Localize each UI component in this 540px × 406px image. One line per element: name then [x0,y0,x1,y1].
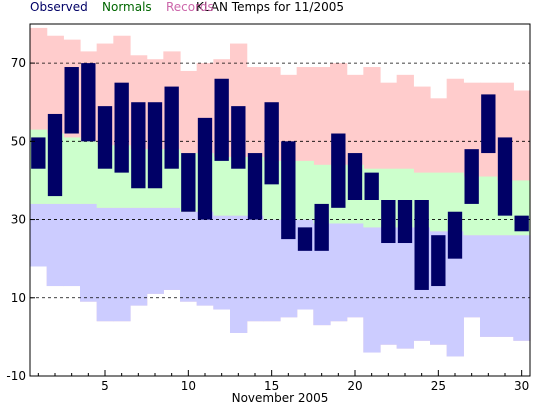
observed-bar-day-21 [364,172,379,200]
y-tick-label-30: 30 [11,213,26,227]
below-normal-day-6 [113,207,131,322]
observed-bar-day-24 [414,200,429,290]
axis-ticks: 5 10 15 20 25 30 -10 10 30 50 70 [6,56,529,393]
legend-observed: Observed [30,0,88,14]
observed-bar-day-29 [497,137,513,216]
observed-bar-day-10 [181,153,196,212]
below-normal-day-13 [230,215,248,333]
y-tick-label-50: 50 [11,134,26,148]
observed-bar-day-14 [247,153,263,220]
x-tick-label-30: 30 [514,379,529,393]
observed-bar-day-23 [397,200,413,244]
observed-bar-day-7 [131,102,146,189]
observed-bar-day-26 [447,211,463,259]
below-normal-day-16 [280,219,298,318]
observed-bar-day-27 [464,149,479,204]
observed-bar-day-2 [47,113,63,197]
y-tick-label-10: 10 [11,291,26,305]
observed-bar-day-1 [31,137,46,169]
observed-bar-day-15 [264,102,279,185]
x-tick-label-15: 15 [264,379,279,393]
below-normal-day-28 [480,235,498,337]
observed-bar-day-16 [281,141,296,240]
observed-bar-day-5 [97,106,113,169]
below-normal-day-8 [146,207,164,294]
normals-day-3 [63,137,81,204]
below-normal-day-7 [130,207,148,306]
x-tick-label-5: 5 [101,379,109,393]
below-normal-day-23 [396,227,414,349]
observed-bar-day-6 [114,82,129,173]
below-normal-day-4 [80,203,98,302]
observed-bar-day-8 [147,102,163,189]
observed-bar-day-12 [214,78,229,161]
below-normal-day-26 [446,231,464,357]
gridlines [30,62,530,299]
below-normal-day-12 [213,215,231,310]
below-normal-day-20 [346,223,364,318]
observed-bar-day-18 [314,203,329,251]
chart-title: KLAN Temps for 11/2005 [195,0,345,14]
normals-day-17 [296,160,314,220]
below-normal-day-22 [380,227,398,345]
observed-bars [31,63,529,290]
below-normal-day-27 [463,235,481,318]
observed-bar-day-13 [231,106,246,169]
below-normal-day-29 [496,235,514,337]
x-tick-label-10: 10 [181,379,196,393]
below-normal-day-21 [363,227,381,353]
observed-bar-day-25 [431,235,446,287]
observed-bar-day-4 [81,63,96,142]
normals-day-28 [480,176,498,236]
normals-day-13 [230,156,248,216]
below-normal-day-1 [30,203,48,267]
plot-frame [29,23,531,377]
below-normal-day-15 [263,219,281,322]
below-normal-day-5 [96,207,114,322]
below-normal-day-9 [163,207,181,290]
normals-day-12 [213,156,231,216]
observed-bar-day-19 [331,133,346,208]
observed-bar-day-28 [481,94,496,154]
below-normal-day-2 [46,203,64,287]
observed-bar-day-17 [297,227,313,251]
below-normal-day-30 [513,235,531,341]
observed-bar-day-20 [347,153,363,200]
below-normal-day-14 [246,215,264,322]
x-tick-label-25: 25 [431,379,446,393]
y-tick-label--10: -10 [6,369,26,383]
observed-bar-day-3 [64,67,79,134]
below-normal-day-10 [180,211,198,302]
observed-bar-day-9 [164,86,179,169]
observed-bar-day-30 [514,215,529,232]
normals-day-4 [80,141,98,204]
normals-day-25 [430,172,448,232]
below-normal-day-11 [196,211,214,306]
y-tick-label-70: 70 [11,56,26,70]
below-normal-day-19 [330,223,348,322]
observed-bar-day-11 [197,117,213,220]
x-tick-label-20: 20 [347,379,362,393]
legend-normals: Normals [102,0,152,14]
observed-bar-day-22 [381,200,396,244]
below-normal-day-3 [63,203,81,287]
x-axis-label: November 2005 [231,391,329,405]
legend-records: Records [166,0,214,14]
